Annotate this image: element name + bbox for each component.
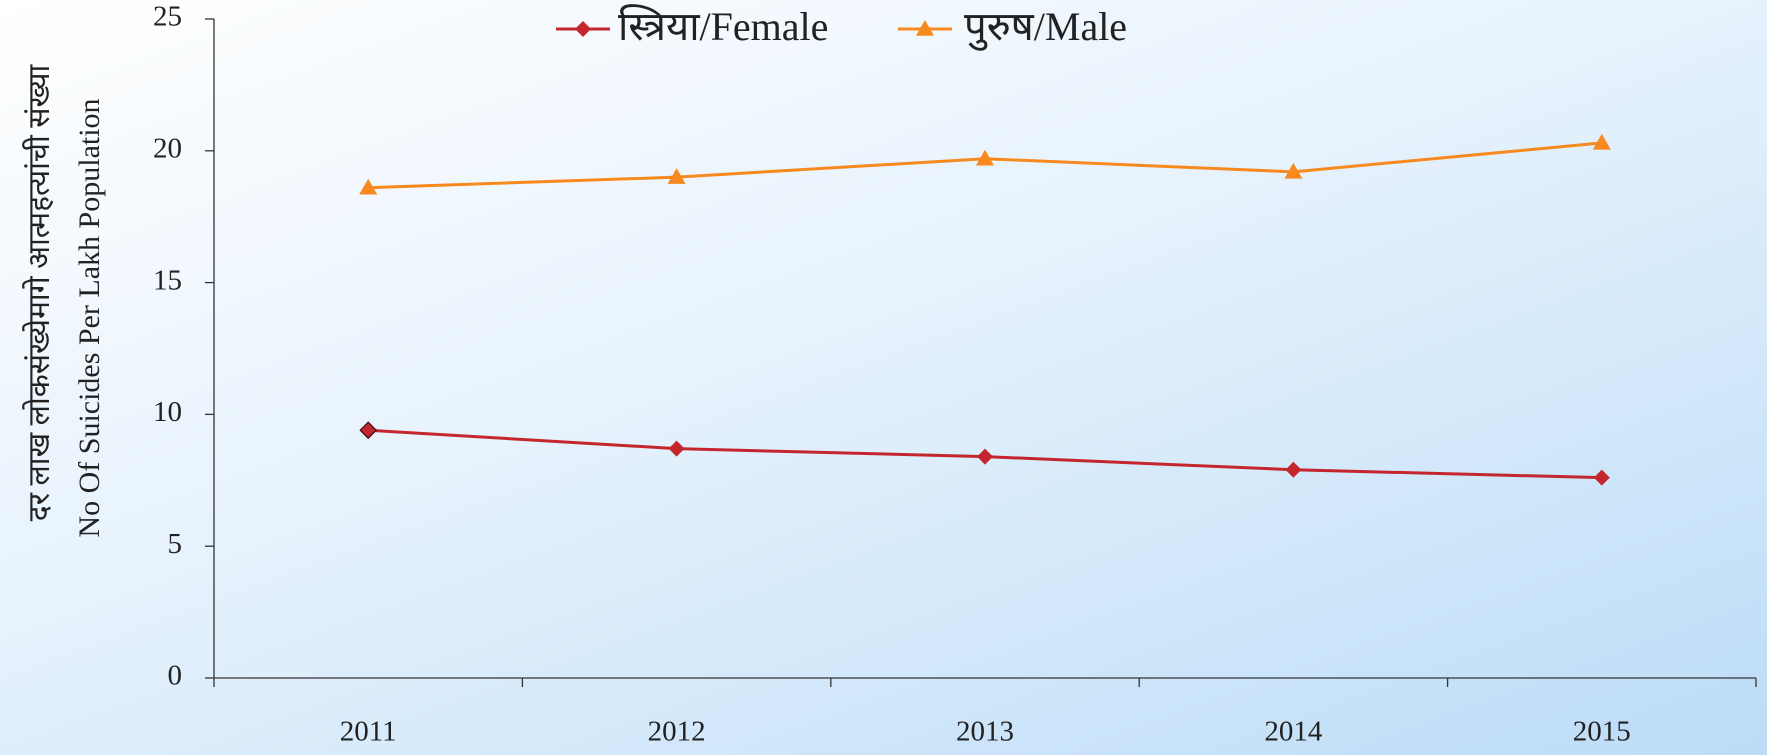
legend-label: स्त्रिया/Female bbox=[618, 4, 828, 49]
data-point bbox=[1285, 461, 1302, 478]
data-point bbox=[976, 149, 994, 166]
data-point bbox=[667, 168, 686, 184]
data-point bbox=[359, 421, 378, 440]
x-tick-label: 2015 bbox=[1573, 716, 1631, 748]
x-tick-label: 2011 bbox=[340, 716, 397, 748]
y-tick-label: 15 bbox=[153, 264, 182, 296]
y-tick-label: 5 bbox=[168, 528, 183, 560]
y-tick-label: 25 bbox=[153, 1, 182, 33]
data-point bbox=[1592, 133, 1611, 150]
y-tick-label: 20 bbox=[153, 132, 182, 164]
data-point bbox=[977, 448, 993, 465]
data-point bbox=[1593, 469, 1610, 486]
y-tick-label: 0 bbox=[168, 660, 183, 692]
legend-marker bbox=[575, 21, 591, 37]
x-tick-label: 2012 bbox=[648, 716, 706, 748]
legend-marker bbox=[916, 20, 934, 36]
y-axis-title: दर लाख लोकसंख्येमागे आत्महत्यांची संख्या bbox=[22, 64, 56, 522]
x-tick-label: 2013 bbox=[956, 716, 1014, 748]
data-point bbox=[668, 440, 685, 457]
data-point bbox=[1284, 162, 1303, 179]
y-tick-label: 10 bbox=[153, 396, 182, 428]
y-axis-title: No Of Suicides Per Lakh Population bbox=[73, 98, 106, 537]
legend-label: पुरुष/Male bbox=[964, 4, 1127, 51]
x-tick-label: 2014 bbox=[1264, 716, 1323, 748]
data-point bbox=[359, 178, 378, 195]
